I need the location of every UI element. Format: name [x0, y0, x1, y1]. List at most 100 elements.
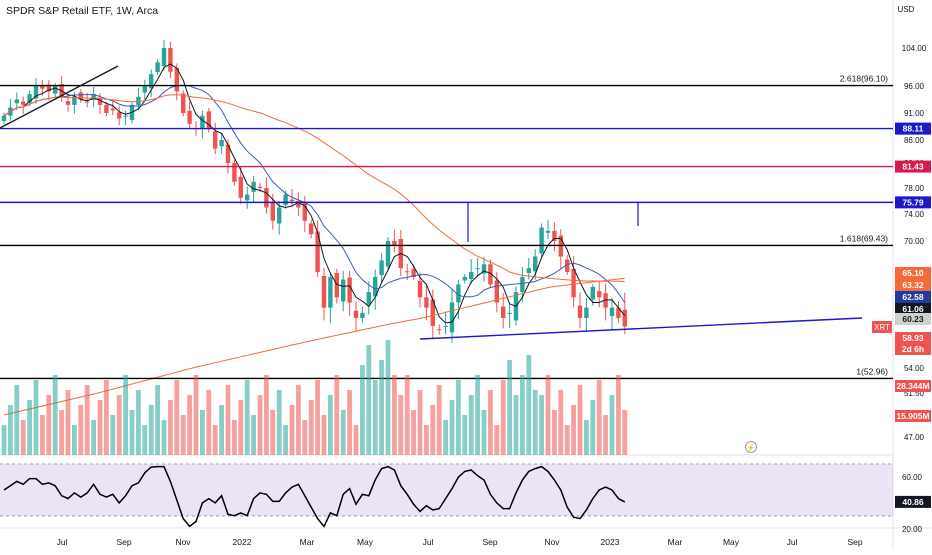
candle-body	[219, 140, 224, 147]
volume-bar	[123, 375, 128, 455]
volume-bar	[155, 385, 160, 455]
level-tag-bg	[895, 122, 931, 135]
candle-body	[526, 268, 531, 273]
price-tag-text: 65.10	[902, 268, 924, 278]
candle-body	[481, 264, 487, 274]
y-tick-label: 51.50	[904, 389, 925, 398]
candle-body	[597, 291, 602, 298]
x-tick-label: 2022	[233, 537, 252, 547]
volume-bar	[424, 425, 429, 455]
x-tick-label: Mar	[668, 537, 683, 547]
volume-bar	[609, 395, 615, 455]
volume-bar	[462, 415, 468, 455]
candle-body	[456, 284, 461, 303]
candle-body	[206, 111, 211, 130]
y-tick-label: 70.00	[904, 237, 925, 246]
price-tag-bg	[895, 291, 931, 303]
volume-bar	[276, 390, 282, 455]
x-tick-label: Jul	[423, 537, 434, 547]
candle-body	[264, 188, 269, 208]
volume-bar	[520, 375, 525, 455]
alert-lightning-icon	[745, 441, 757, 453]
candle-body	[72, 96, 77, 105]
candle-body	[379, 260, 384, 275]
volume-bar	[430, 405, 436, 455]
volume-bar	[59, 410, 64, 455]
price-tag-bg	[895, 267, 931, 279]
price-tag-text: 63.32	[902, 280, 924, 290]
price-tag-bg	[895, 343, 931, 355]
candle-body	[366, 292, 371, 305]
x-tick-label: Sep	[847, 537, 862, 547]
candle-body	[174, 67, 179, 92]
candle-body	[91, 94, 96, 101]
volume-bar	[481, 410, 487, 455]
volume-bar	[449, 400, 455, 455]
volume-bar	[596, 380, 602, 455]
y-tick-label: 86.00	[904, 136, 925, 145]
candle-body	[187, 110, 192, 124]
volume-bar	[52, 375, 58, 455]
candle-body	[296, 201, 301, 208]
symbol-tag-bg	[872, 321, 892, 333]
volume-bar	[27, 400, 32, 455]
candle-body	[78, 92, 83, 100]
volume-bar	[372, 380, 378, 455]
candle-body	[405, 271, 410, 273]
level-label: 2.618(96.10)	[840, 74, 888, 84]
volume-bar	[321, 415, 327, 455]
candle-body	[257, 186, 263, 188]
sma-fast-line	[3, 63, 626, 324]
x-tick-label: Jul	[57, 537, 68, 547]
volume-bar	[603, 415, 608, 455]
candle-body	[590, 287, 595, 300]
candle-body	[1, 115, 7, 122]
rsi-tag-text: 40.86	[902, 497, 924, 507]
volume-bar	[558, 390, 564, 455]
volume-bar	[315, 380, 320, 455]
volume-bar	[366, 345, 372, 455]
volume-bar	[219, 405, 224, 455]
candle-body	[469, 272, 474, 279]
volume-bar	[468, 395, 474, 455]
candle-body	[155, 62, 160, 73]
volume-bar	[571, 405, 576, 455]
level-label: 1.618(69.43)	[840, 233, 888, 243]
volume-bar	[308, 400, 314, 455]
candle-body	[545, 230, 551, 233]
volume-bar	[404, 375, 410, 455]
volume-bar	[488, 390, 493, 455]
candle-body	[334, 273, 339, 298]
x-tick-label: Sep	[116, 537, 131, 547]
volume-bar	[353, 425, 359, 455]
candle-body	[462, 277, 467, 281]
volume-bar	[552, 410, 557, 455]
volume-bar	[72, 425, 77, 455]
volume-bar	[360, 365, 365, 455]
candle-body	[539, 227, 544, 254]
volume-bar	[40, 415, 45, 455]
price-tag-text: 28.344M	[896, 381, 929, 391]
volume-bar	[8, 405, 13, 455]
volume-bar	[436, 385, 442, 455]
volume-bar	[104, 380, 109, 455]
rsi-tick-label: 20.00	[902, 525, 923, 534]
rsi-line	[3, 465, 626, 528]
volume-bar	[494, 425, 500, 455]
volume-bar	[91, 420, 96, 455]
candle-body	[53, 86, 58, 94]
candles	[1, 40, 627, 343]
level-label: 1(52.96)	[856, 366, 888, 376]
candle-body	[315, 231, 320, 272]
candle-body	[238, 176, 243, 198]
candle-body	[123, 115, 128, 117]
y-tick-label: 91.00	[904, 109, 925, 118]
sma-slow-line	[3, 94, 625, 283]
candle-body	[417, 281, 423, 298]
candle-body	[488, 264, 493, 285]
price-tag-bg	[895, 279, 931, 291]
price-tag-bg	[895, 380, 931, 392]
candle-body	[46, 84, 51, 92]
candle-body	[309, 223, 314, 235]
